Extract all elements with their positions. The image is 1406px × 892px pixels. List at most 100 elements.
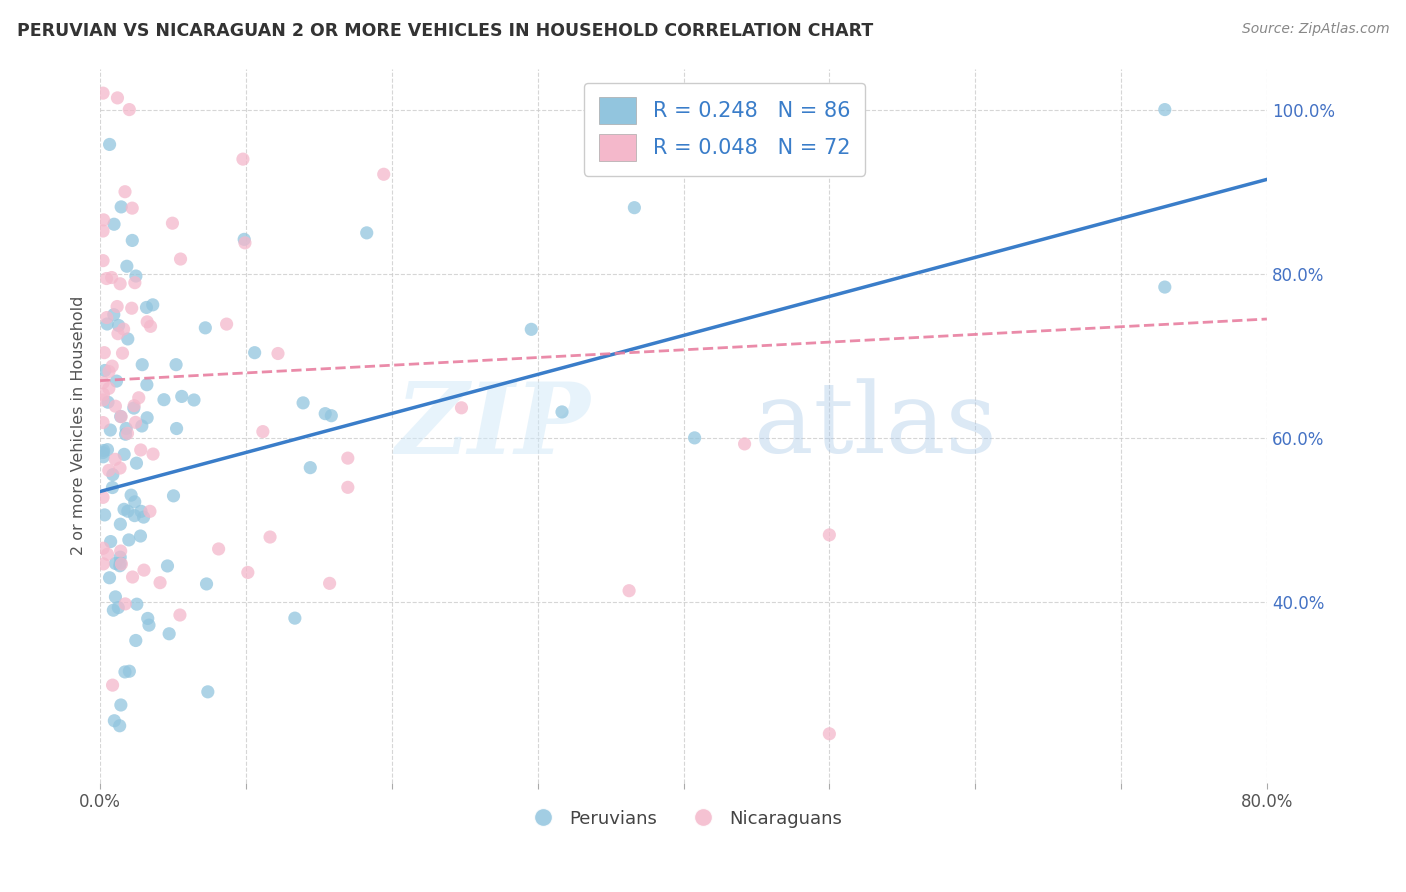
Point xyxy=(336,480,359,494)
Point xyxy=(169,252,191,266)
Point xyxy=(103,603,125,617)
Point xyxy=(138,618,160,632)
Point xyxy=(131,419,153,434)
Point xyxy=(96,310,118,325)
Point xyxy=(617,583,640,598)
Point xyxy=(321,409,343,423)
Point xyxy=(139,504,162,518)
Point xyxy=(108,550,131,565)
Point xyxy=(131,358,153,372)
Point xyxy=(450,401,472,415)
Point xyxy=(120,488,142,502)
Point xyxy=(356,226,378,240)
Point xyxy=(156,558,179,573)
Point xyxy=(162,216,184,230)
Point xyxy=(110,544,132,558)
Point xyxy=(129,529,152,543)
Point xyxy=(136,410,159,425)
Point xyxy=(96,547,118,561)
Point xyxy=(91,253,114,268)
Point xyxy=(111,346,134,360)
Point xyxy=(215,317,238,331)
Point xyxy=(129,504,152,518)
Point xyxy=(101,678,124,692)
Point xyxy=(162,489,184,503)
Point xyxy=(232,152,254,166)
Point xyxy=(112,322,135,336)
Point xyxy=(233,235,256,250)
Point xyxy=(149,575,172,590)
Point xyxy=(1153,280,1175,294)
Point xyxy=(142,447,165,461)
Point xyxy=(129,442,152,457)
Point xyxy=(108,461,131,475)
Point xyxy=(104,399,127,413)
Point xyxy=(101,467,124,482)
Point xyxy=(252,425,274,439)
Point xyxy=(121,570,143,584)
Point xyxy=(165,358,187,372)
Point xyxy=(1153,103,1175,117)
Point xyxy=(520,322,543,336)
Point xyxy=(734,437,756,451)
Point xyxy=(91,86,114,100)
Point xyxy=(97,395,120,409)
Point xyxy=(93,443,115,458)
Point xyxy=(299,460,322,475)
Point xyxy=(107,326,129,341)
Point xyxy=(169,607,191,622)
Point xyxy=(103,217,125,231)
Point xyxy=(170,389,193,403)
Point xyxy=(93,213,115,227)
Point xyxy=(696,155,718,169)
Point xyxy=(135,301,157,315)
Text: PERUVIAN VS NICARAGUAN 2 OR MORE VEHICLES IN HOUSEHOLD CORRELATION CHART: PERUVIAN VS NICARAGUAN 2 OR MORE VEHICLE… xyxy=(17,22,873,40)
Point xyxy=(100,534,122,549)
Point xyxy=(118,665,141,679)
Point xyxy=(121,201,143,215)
Point xyxy=(124,508,146,523)
Text: Source: ZipAtlas.com: Source: ZipAtlas.com xyxy=(1241,22,1389,37)
Point xyxy=(91,224,114,238)
Point xyxy=(314,407,336,421)
Point xyxy=(114,665,136,679)
Point xyxy=(551,405,574,419)
Point xyxy=(136,315,159,329)
Point xyxy=(98,571,121,585)
Point xyxy=(373,167,395,181)
Point xyxy=(124,276,146,290)
Point xyxy=(124,416,146,430)
Point xyxy=(114,427,136,442)
Point xyxy=(236,566,259,580)
Point xyxy=(207,541,229,556)
Y-axis label: 2 or more Vehicles in Household: 2 or more Vehicles in Household xyxy=(72,296,86,556)
Point xyxy=(117,332,139,346)
Point xyxy=(98,364,121,378)
Point xyxy=(115,421,138,435)
Point xyxy=(110,409,132,424)
Point xyxy=(132,510,155,524)
Legend: Peruvians, Nicaraguans: Peruvians, Nicaraguans xyxy=(517,802,849,835)
Point xyxy=(104,590,127,604)
Point xyxy=(136,611,159,625)
Point xyxy=(96,271,118,285)
Point xyxy=(115,259,138,273)
Point xyxy=(139,319,162,334)
Text: ZIP: ZIP xyxy=(395,377,591,474)
Point xyxy=(110,556,132,570)
Point xyxy=(114,185,136,199)
Point xyxy=(96,442,118,457)
Point xyxy=(91,491,114,505)
Point xyxy=(91,416,114,430)
Point xyxy=(194,321,217,335)
Point xyxy=(142,298,165,312)
Point xyxy=(110,409,132,424)
Point xyxy=(98,137,121,152)
Point xyxy=(107,600,129,615)
Point xyxy=(103,714,125,728)
Point xyxy=(101,481,124,495)
Point xyxy=(91,541,114,556)
Point xyxy=(157,627,180,641)
Point xyxy=(132,563,155,577)
Point xyxy=(110,200,132,214)
